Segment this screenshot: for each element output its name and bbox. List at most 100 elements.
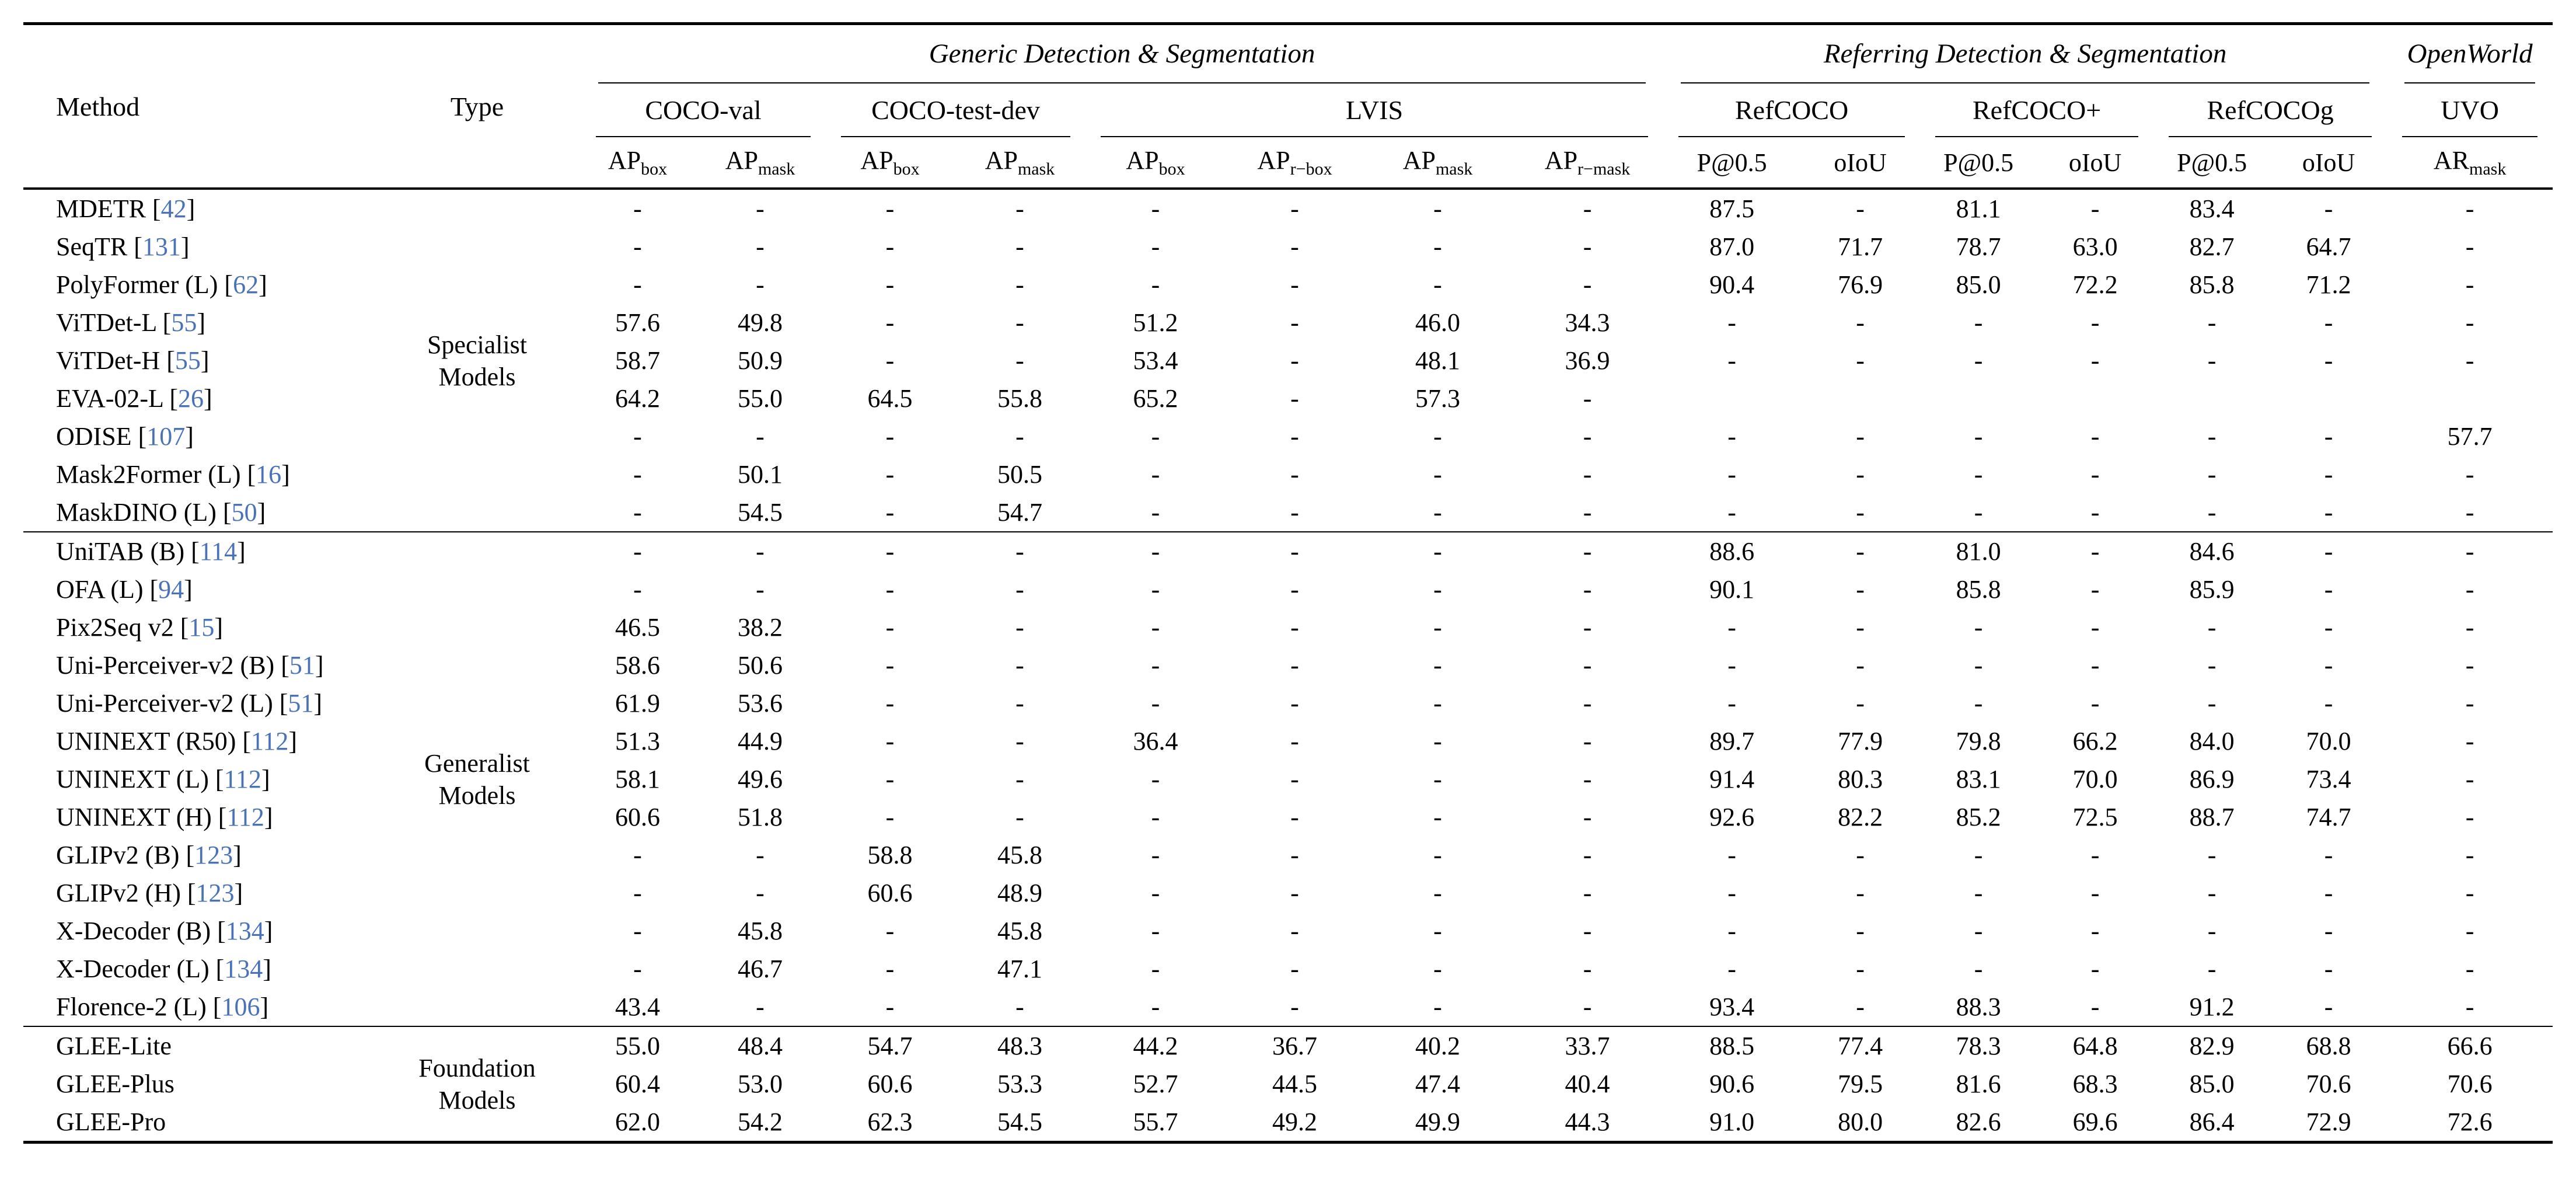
- value-cell: -: [1290, 993, 1299, 1021]
- value-cell: -: [826, 531, 954, 570]
- value-cell: -: [2465, 917, 2474, 945]
- citation-link[interactable]: 62: [233, 270, 259, 299]
- value-cell: 58.7: [615, 346, 660, 375]
- citation-link[interactable]: 123: [196, 879, 235, 907]
- citation-bracket-open: [: [160, 346, 175, 375]
- value-cell: -: [1727, 955, 1736, 983]
- citation-link[interactable]: 134: [224, 955, 263, 983]
- value-cell: 64.8: [2037, 1026, 2154, 1065]
- citation-bracket-open: [: [184, 537, 200, 566]
- metric-base: oIoU: [2068, 148, 2122, 177]
- metric-base: AP: [860, 146, 893, 175]
- citation-link[interactable]: 50: [231, 498, 257, 527]
- supergroup-referring-detection-segmentation: Referring Detection & Segmentation: [1663, 24, 2387, 83]
- value-cell: -: [1151, 460, 1160, 489]
- citation-link[interactable]: 55: [171, 308, 197, 337]
- value-cell: -: [1433, 727, 1442, 755]
- citation-link[interactable]: 107: [146, 422, 186, 451]
- citation-link[interactable]: 16: [256, 460, 282, 489]
- citation-link[interactable]: 112: [224, 765, 261, 793]
- method-column-header: Method: [23, 23, 374, 190]
- method-cell: OFA (L) [94]: [23, 570, 374, 608]
- value-cell: -: [1290, 879, 1299, 907]
- metric-header-3: APmask: [954, 137, 1085, 190]
- type-column-header: Type: [374, 23, 581, 190]
- citation-link[interactable]: 42: [160, 194, 187, 223]
- citation-link[interactable]: 55: [174, 346, 201, 375]
- table-row: GLEE-Lite Foundation Models 55.0 48.4 54.7 48…: [23, 1026, 2553, 1143]
- value-cell: -: [2324, 651, 2333, 680]
- value-cell: -: [1151, 993, 1160, 1021]
- value-cell: -: [1974, 917, 1983, 945]
- value-cell: -: [885, 689, 895, 718]
- value-cell: -: [756, 879, 765, 907]
- citation-link[interactable]: 51: [288, 689, 314, 718]
- metric-subscript: box: [641, 159, 668, 179]
- value-cell: -: [1433, 460, 1442, 489]
- method-name: OFA (L): [56, 575, 144, 604]
- value-cell: 85.0: [2189, 1070, 2235, 1098]
- value-cell: 84.0: [2189, 727, 2235, 755]
- value-cell: 85.8: [1956, 575, 2001, 604]
- value-cell: -: [1290, 955, 1299, 983]
- results-table: Method Type Generic Detection & Segmenta…: [23, 22, 2553, 1144]
- method-name: UNINEXT (L): [56, 765, 209, 793]
- citation-link[interactable]: 15: [189, 613, 215, 642]
- value-cell: -: [2465, 460, 2474, 489]
- value-cell: -: [1583, 651, 1592, 680]
- citation-bracket-open: [: [211, 803, 227, 831]
- method-cell: Pix2Seq v2 [15]: [23, 608, 374, 646]
- metric-subscript: mask: [2469, 159, 2507, 179]
- value-cell: 54.5: [997, 1108, 1042, 1136]
- method-name: Uni-Perceiver-v2 (B): [56, 651, 275, 680]
- value-cell: -: [2090, 575, 2100, 604]
- value-cell: -: [1151, 651, 1160, 680]
- value-cell: -: [756, 993, 765, 1021]
- value-cell: -: [1290, 308, 1299, 337]
- value-cell: -: [885, 993, 895, 1021]
- value-cell: -: [826, 188, 954, 228]
- citation-link[interactable]: 114: [199, 537, 238, 566]
- citation-bracket-close: ]: [313, 689, 323, 718]
- citation-link[interactable]: 51: [289, 651, 315, 680]
- metric-base: oIoU: [1834, 148, 1887, 177]
- value-cell: -: [2465, 689, 2474, 718]
- citation-link[interactable]: 123: [194, 841, 233, 869]
- citation-bracket-open: [: [273, 689, 288, 718]
- value-cell: [2037, 379, 2153, 417]
- value-cell: -: [633, 841, 642, 869]
- citation-bracket-close: ]: [233, 841, 242, 869]
- citation-link[interactable]: 134: [225, 917, 264, 945]
- citation-bracket-close: ]: [257, 498, 266, 527]
- metric-base: AP: [1126, 146, 1159, 175]
- table-row: UNINEXT (R50) [112] 51.3 44.9 - - 36.4 - - - 89.7…: [23, 722, 2553, 760]
- citation-bracket-close: ]: [180, 232, 190, 261]
- value-cell: -: [2465, 841, 2474, 869]
- value-cell: 88.5: [1663, 1026, 1801, 1065]
- value-cell: 63.0: [2072, 232, 2118, 261]
- citation-link[interactable]: 131: [142, 232, 181, 261]
- citation-bracket-close: ]: [259, 270, 267, 299]
- citation-link[interactable]: 94: [158, 575, 184, 604]
- citation-link[interactable]: 106: [221, 993, 260, 1021]
- value-cell: -: [2324, 575, 2333, 604]
- value-cell: -: [1727, 879, 1736, 907]
- citation-link[interactable]: 112: [226, 803, 264, 831]
- value-cell: 77.4: [1800, 1026, 1921, 1065]
- value-cell: -: [1433, 917, 1442, 945]
- metric-header-14: ARmask: [2387, 137, 2553, 190]
- value-cell: 81.0: [1920, 531, 2037, 570]
- value-cell: -: [1583, 917, 1592, 945]
- value-cell: -: [1974, 308, 1983, 337]
- citation-link[interactable]: 26: [177, 384, 204, 413]
- value-cell: -: [1583, 270, 1592, 299]
- value-cell: -: [885, 270, 895, 299]
- value-cell: 57.3: [1415, 384, 1460, 413]
- method-cell: X-Decoder (L) [134]: [23, 950, 374, 988]
- method-name: ViTDet-H: [56, 346, 160, 375]
- value-cell: -: [2324, 346, 2333, 375]
- value-cell: -: [1151, 575, 1160, 604]
- value-cell: -: [2324, 993, 2333, 1021]
- citation-link[interactable]: 112: [251, 727, 289, 755]
- value-cell: 74.7: [2306, 803, 2351, 831]
